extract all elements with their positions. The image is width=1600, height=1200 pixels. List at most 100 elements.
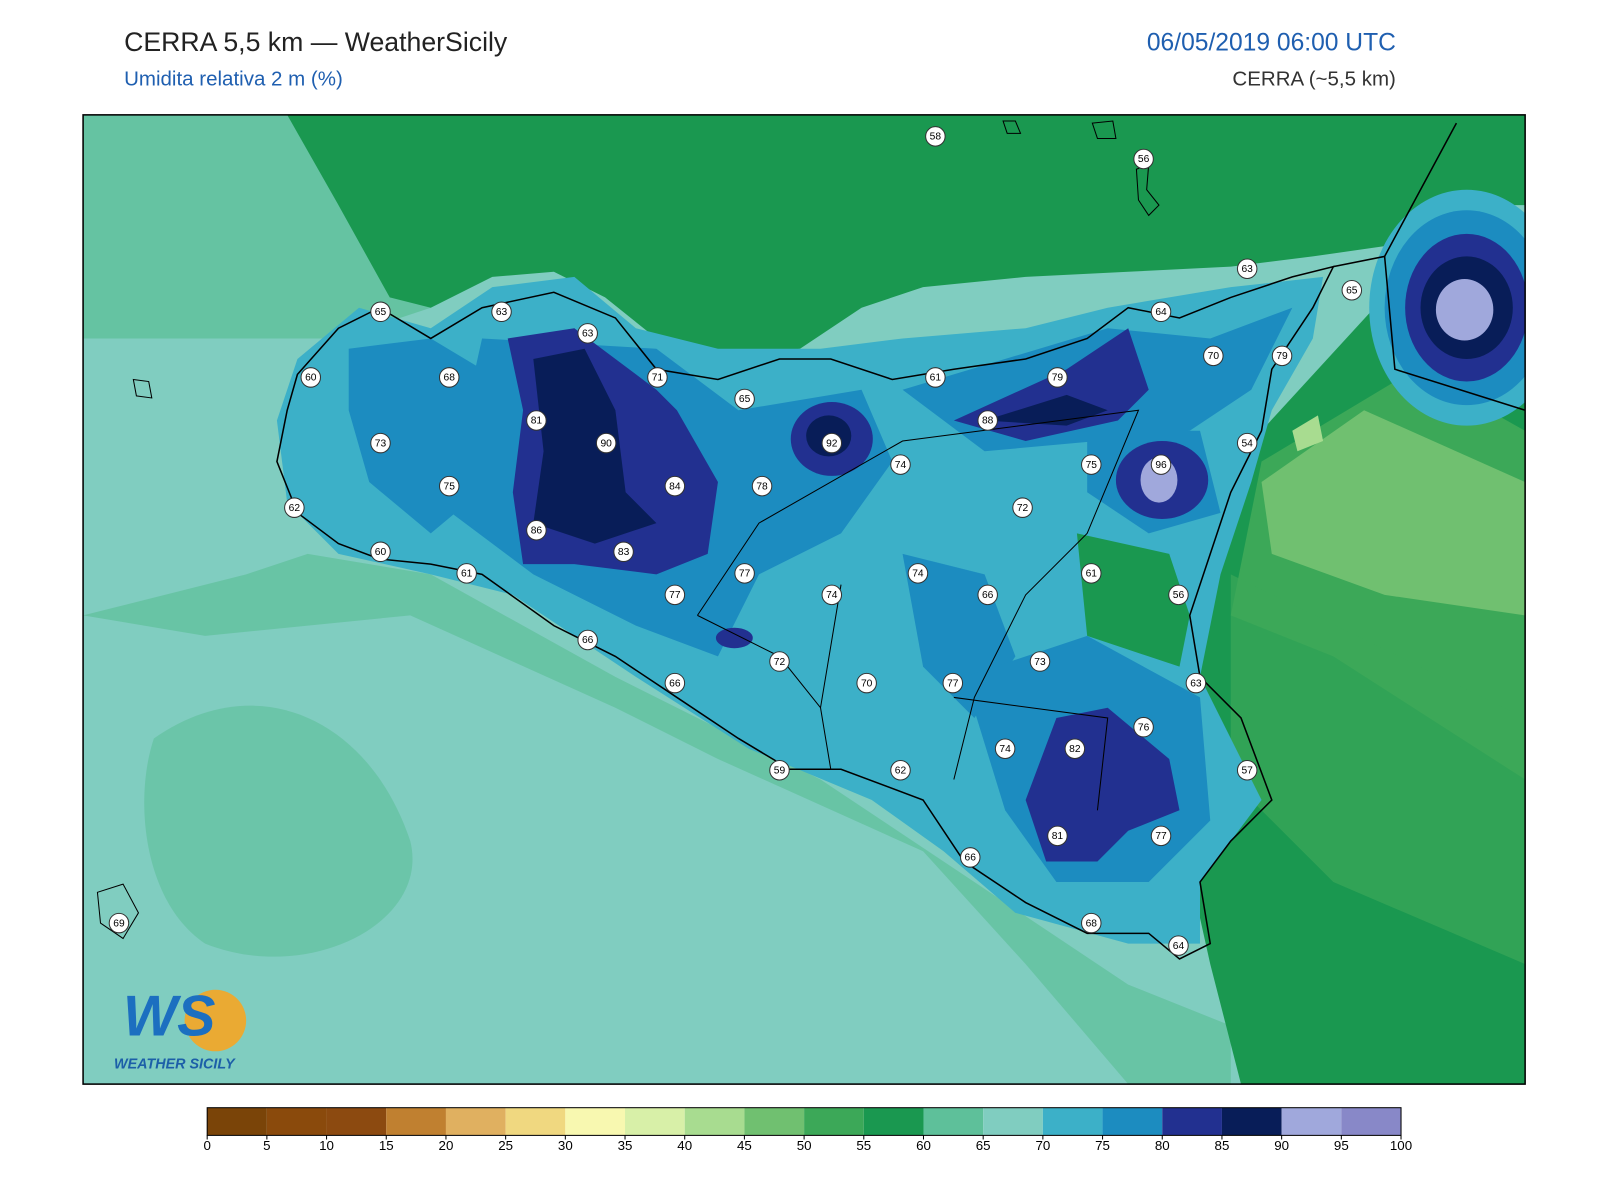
station-marker — [370, 432, 391, 454]
station-value: 66 — [965, 853, 977, 864]
station-value: 58 — [930, 132, 942, 143]
station-marker — [108, 912, 130, 934]
colorbar-tick-label: 60 — [916, 1138, 931, 1153]
station-marker — [1168, 935, 1189, 956]
station-marker — [647, 367, 668, 388]
station-value: 82 — [1069, 744, 1081, 755]
colorbar-tick-label: 0 — [203, 1138, 210, 1153]
station-value: 73 — [1034, 657, 1046, 668]
station-marker — [1236, 432, 1258, 454]
colorbar-bin — [625, 1107, 685, 1136]
station-marker — [734, 388, 755, 410]
station-value: 90 — [600, 438, 612, 449]
colorbar-bin — [326, 1107, 387, 1136]
colorbar-tick-label: 50 — [797, 1138, 812, 1153]
station-marker — [1341, 279, 1363, 301]
station-value: 57 — [1241, 765, 1253, 776]
station-marker — [577, 629, 598, 651]
station-value: 68 — [444, 373, 456, 384]
station-value: 92 — [826, 438, 838, 449]
station-marker — [613, 541, 634, 563]
colorbar-bin — [1281, 1107, 1342, 1136]
station-marker — [577, 323, 598, 344]
station-value: 78 — [756, 481, 768, 492]
station-marker — [1029, 651, 1051, 672]
station-value: 65 — [739, 394, 751, 405]
station-marker — [1271, 345, 1293, 367]
station-value: 65 — [1346, 285, 1358, 296]
field — [83, 114, 1526, 1085]
colorbar-tick-label: 55 — [856, 1138, 871, 1153]
colorbar-bin — [863, 1107, 924, 1136]
colorbar-bin — [1162, 1107, 1222, 1136]
station-value: 86 — [531, 525, 543, 536]
station-marker — [438, 475, 460, 497]
station-marker — [438, 367, 460, 388]
station-value: 79 — [1276, 351, 1288, 362]
station-marker — [370, 301, 391, 323]
station-marker — [942, 672, 964, 694]
stations: 58 56 63 65 64 65 63 63 70 79 60 68 71 61 79 65 81 88 73 90… — [108, 126, 1363, 956]
station-value: 74 — [912, 569, 924, 580]
station-marker — [907, 563, 929, 584]
colorbar-tick-label: 65 — [976, 1138, 991, 1153]
colorbar-bin — [1221, 1107, 1282, 1136]
station-value: 61 — [461, 569, 473, 580]
station-value: 72 — [1017, 503, 1029, 514]
station-value: 74 — [895, 460, 907, 471]
colorbar-bin — [804, 1107, 864, 1136]
station-value: 75 — [444, 481, 456, 492]
colorbar-tick-label: 45 — [737, 1138, 752, 1153]
colorbar-tick-label: 25 — [498, 1138, 513, 1153]
station-marker — [1012, 497, 1033, 518]
colorbar-bin — [923, 1107, 984, 1136]
colorbar-tick-label: 75 — [1095, 1138, 1110, 1153]
station-value: 75 — [1086, 460, 1098, 471]
map-frame — [82, 114, 1526, 1085]
colorbar-tick-label: 5 — [263, 1138, 270, 1153]
colorbar-tick-label: 90 — [1274, 1138, 1289, 1153]
station-marker — [769, 759, 790, 781]
station-marker — [977, 410, 998, 431]
station-marker — [769, 651, 790, 672]
station-value: 56 — [1173, 590, 1185, 601]
station-value: 61 — [930, 373, 942, 384]
station-value: 79 — [1052, 373, 1064, 384]
colorbar-tick-label: 30 — [558, 1138, 573, 1153]
colorbar-bin — [1042, 1107, 1103, 1136]
station-value: 77 — [947, 678, 959, 689]
colorbar-bin — [1341, 1107, 1402, 1136]
station-value: 77 — [1155, 831, 1167, 842]
station-marker — [751, 475, 773, 497]
title: CERRA 5,5 km — WeatherSicily — [124, 27, 508, 57]
station-value: 63 — [582, 329, 594, 340]
station-marker — [821, 584, 843, 606]
station-marker — [1185, 672, 1207, 694]
station-value: 61 — [1086, 569, 1098, 580]
colorbar-tick-label: 70 — [1035, 1138, 1050, 1153]
station-value: 72 — [774, 657, 786, 668]
station-value: 68 — [1086, 918, 1098, 929]
colorbar-tick-label: 80 — [1155, 1138, 1170, 1153]
station-value: 83 — [618, 547, 630, 558]
station-marker — [890, 759, 911, 781]
station-marker — [1150, 825, 1172, 847]
colorbar-tick-label: 40 — [677, 1138, 692, 1153]
station-value: 73 — [375, 438, 387, 449]
station-value: 63 — [496, 307, 508, 318]
station-value: 64 — [1173, 941, 1185, 952]
station-value: 62 — [289, 503, 301, 514]
station-value: 77 — [669, 590, 681, 601]
station-value: 70 — [1208, 351, 1220, 362]
logo-initials: WS — [123, 985, 216, 1049]
station-value: 62 — [895, 765, 907, 776]
station-marker — [1081, 912, 1102, 934]
station-value: 88 — [982, 416, 994, 427]
station-value: 63 — [1241, 264, 1253, 275]
colorbar-tick-label: 20 — [439, 1138, 454, 1153]
station-marker — [1236, 759, 1258, 781]
station-value: 69 — [113, 918, 125, 929]
station-value: 66 — [582, 635, 594, 646]
model: CERRA (~5,5 km) — [1232, 67, 1395, 90]
logo: WS WEATHER SICILY — [114, 985, 247, 1072]
